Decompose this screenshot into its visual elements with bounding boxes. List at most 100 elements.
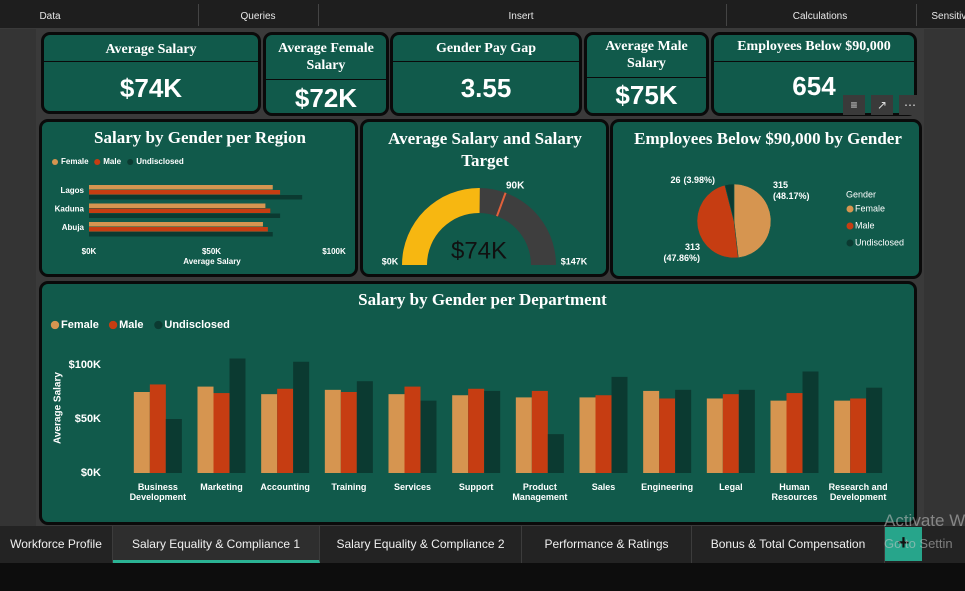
bar xyxy=(738,389,755,473)
data-label: 313 (47.86%) xyxy=(663,242,700,263)
separator xyxy=(318,4,319,26)
data-label: 315 (48.17%) xyxy=(773,180,810,201)
page-tab[interactable]: Bonus & Total Compensation xyxy=(692,526,885,563)
x-tick-label: Accounting xyxy=(260,482,310,492)
chart-panel xyxy=(610,119,922,279)
ribbon-group[interactable]: Sensitivi xyxy=(931,11,965,22)
bar xyxy=(89,227,268,232)
x-tick-label: Legal xyxy=(719,482,743,492)
bar xyxy=(165,419,182,473)
bar xyxy=(802,371,819,473)
x-axis-label: Average Salary xyxy=(183,257,241,266)
data-label-percent: (48.17%) xyxy=(773,191,810,201)
bar xyxy=(706,398,723,473)
separator xyxy=(726,4,727,26)
x-tick-label: Engineering xyxy=(641,482,694,492)
x-tick-label: Support xyxy=(458,482,494,492)
bar xyxy=(834,400,851,473)
x-tick-label: Business Development xyxy=(129,482,187,502)
category-label: Kaduna xyxy=(55,205,85,214)
separator xyxy=(916,4,917,26)
bar xyxy=(579,397,596,473)
category-label: Abuja xyxy=(62,223,85,232)
bar xyxy=(388,394,405,473)
y-axis-label: Average Salary xyxy=(53,372,64,444)
y-tick-label: $0K xyxy=(81,467,101,479)
legend-label: Undisclosed xyxy=(164,319,229,331)
bar xyxy=(277,388,294,473)
bar xyxy=(197,386,214,473)
ribbon-group[interactable]: Data xyxy=(39,11,61,22)
bar xyxy=(770,400,787,473)
ribbon-group[interactable]: Calculations xyxy=(792,11,848,22)
bar xyxy=(229,358,246,473)
x-tick-label: Services xyxy=(393,482,432,492)
bar xyxy=(659,398,676,473)
divider xyxy=(44,61,258,62)
focus-mode-icon[interactable]: ↗ xyxy=(871,95,893,115)
kpi-title: Average Female Salary xyxy=(278,41,374,73)
bar xyxy=(468,388,485,473)
gauge-value xyxy=(402,188,480,265)
bar xyxy=(722,394,739,473)
separator xyxy=(198,4,199,26)
ribbon-group[interactable]: Queries xyxy=(240,11,276,22)
legend-label: Male xyxy=(855,220,875,230)
kpi-card: Average Salary $74K xyxy=(41,32,261,114)
legend-marker xyxy=(846,239,854,247)
bar xyxy=(293,361,310,473)
legend-label: Female xyxy=(855,203,885,213)
bar xyxy=(675,389,692,473)
page-tabs: Workforce Profile Salary Equality & Compl… xyxy=(0,526,965,563)
gauge-max-label: $147K xyxy=(561,256,588,266)
bar xyxy=(89,185,273,190)
kpi-title: Gender Pay Gap xyxy=(435,41,537,56)
more-options-icon[interactable]: ⋯ xyxy=(899,95,921,115)
page-tab[interactable]: Workforce Profile xyxy=(0,526,113,563)
y-tick-label: $50K xyxy=(75,413,101,425)
kpi-title: Employees Below $90,000 xyxy=(737,39,891,54)
bar xyxy=(547,434,564,473)
x-tick-label: $100K xyxy=(322,247,346,256)
data-label-percent: (3.98%) xyxy=(683,175,715,185)
legend-marker xyxy=(51,158,59,166)
bar xyxy=(89,213,281,218)
legend-marker xyxy=(154,320,163,330)
chart-title: Salary by Gender per Department xyxy=(358,290,607,309)
page-tab[interactable]: Salary Equality & Compliance 1 xyxy=(113,526,320,563)
pie-slice xyxy=(733,183,772,259)
divider xyxy=(266,79,386,80)
bar xyxy=(324,389,341,473)
kpi-card: Average Male Salary $75K xyxy=(584,32,709,116)
kpi-value: $72K xyxy=(294,83,358,113)
divider xyxy=(393,61,579,62)
data-label-percent: (47.86%) xyxy=(663,253,700,263)
bar xyxy=(595,395,612,473)
filter-icon[interactable]: ≡ xyxy=(843,95,865,115)
bar xyxy=(611,376,628,473)
legend-marker xyxy=(94,158,101,166)
x-tick-label: Sales xyxy=(591,482,616,492)
bar xyxy=(340,392,357,473)
bar xyxy=(89,222,263,227)
x-tick-label: Product Management xyxy=(512,482,568,502)
legend-marker xyxy=(108,320,118,330)
data-label-value: 26 xyxy=(670,175,680,185)
legend-marker xyxy=(50,320,60,330)
bar xyxy=(452,395,469,473)
ribbon-group[interactable]: Insert xyxy=(508,11,534,22)
page-tab[interactable]: Performance & Ratings xyxy=(522,526,692,563)
watermark: Go to Settin xyxy=(884,536,953,551)
legend-marker xyxy=(846,222,854,230)
bar xyxy=(484,390,501,473)
chart-title: Average Salary and Salary Target xyxy=(388,129,582,170)
kpi-value: $74K xyxy=(119,73,183,103)
legend-label: Male xyxy=(119,319,143,331)
add-page-button[interactable]: + xyxy=(885,527,922,561)
gauge-min-label: $0K xyxy=(382,256,399,266)
page-tab[interactable]: Salary Equality & Compliance 2 xyxy=(320,526,522,563)
legend-marker xyxy=(127,158,134,166)
bar xyxy=(89,195,303,200)
pie-slice xyxy=(724,183,735,222)
